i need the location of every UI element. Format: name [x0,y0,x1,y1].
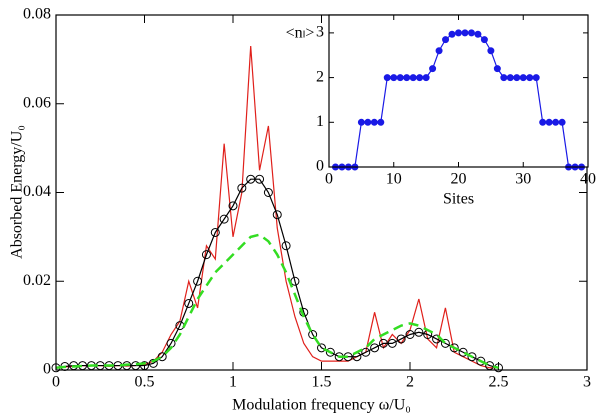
data-point [422,74,430,82]
x-tick-label: 1.5 [312,374,332,391]
y-tick-label: 3 [316,24,324,41]
data-point [545,118,553,126]
data-point [440,338,450,348]
inset-background [329,15,588,167]
data-point [357,118,365,126]
data-point [193,276,203,286]
x-axis-label: Modulation frequency ω/U₀ [232,397,411,414]
data-point [405,330,415,339]
y-tick-label: 0.06 [23,94,51,111]
data-point [506,74,514,82]
plot-frame [55,14,588,371]
data-point [210,227,220,237]
y-axis-label: Absorbed Energy/U₀ [9,125,26,259]
x-tick-label: 10 [386,171,402,188]
data-point [409,74,417,82]
x-tick-label: 40 [580,171,596,188]
data-point [370,118,378,126]
data-point [467,29,475,37]
data-point [448,30,456,38]
data-point [383,74,391,82]
data-point [435,47,443,55]
data-point [442,36,450,44]
data-point [396,74,404,82]
y-tick-label: 0 [316,158,324,175]
x-tick-label: 0 [52,374,60,391]
x-tick-label: 30 [515,171,531,188]
data-point [308,330,318,339]
y-tick-label: 0.08 [23,6,51,23]
data-point [390,74,398,82]
y-axis-label: <nₗ> [286,25,315,42]
data-point [184,298,194,308]
data-point [387,338,397,348]
x-tick-label: 3 [583,374,591,391]
data-point [474,30,482,38]
data-point [552,118,560,126]
y-tick-label: 2 [316,68,324,85]
data-point [487,47,495,55]
data-point [377,118,385,126]
data-point [558,118,566,126]
data-point [500,74,508,82]
data-point [281,241,291,251]
y-tick-label: 0.04 [23,183,51,200]
data-point [493,65,501,73]
data-point [539,118,547,126]
data-point [429,65,437,73]
data-point [237,183,247,193]
data-point [467,352,477,362]
data-point [255,174,265,184]
data-point [449,343,459,353]
data-point [378,338,388,348]
data-point [526,74,534,82]
data-point [228,201,238,211]
data-point [364,118,372,126]
data-point [513,74,521,82]
data-point [219,214,229,224]
x-tick-label: 1 [229,374,237,391]
data-point [403,74,411,82]
data-point [396,334,406,344]
x-tick-label: 2.5 [489,374,509,391]
data-point [325,347,335,357]
data-point [317,343,326,353]
x-axis-label: Sites [443,191,474,208]
data-point [458,347,468,357]
data-point [532,74,540,82]
data-point [480,36,488,44]
data-point [455,29,462,37]
data-point [416,74,424,82]
data-point [519,74,527,82]
data-point [361,347,371,357]
x-tick-label: 20 [451,171,467,188]
x-tick-label: 0.5 [135,374,155,391]
data-point [148,358,158,368]
x-tick-label: 2 [406,374,414,391]
data-point [263,188,273,197]
data-point [476,356,486,366]
data-point [201,250,211,260]
data-point [272,210,282,220]
y-tick-label: 0 [43,361,51,378]
data-point [370,343,380,353]
data-point [461,29,469,37]
data-point [246,174,256,184]
data-point [157,352,167,362]
data-line [55,233,499,370]
plot-frame [328,14,589,168]
y-tick-label: 1 [316,113,324,130]
data-point [414,327,424,337]
y-tick-label: 0.02 [23,272,51,289]
x-tick-label: 0 [325,171,333,188]
